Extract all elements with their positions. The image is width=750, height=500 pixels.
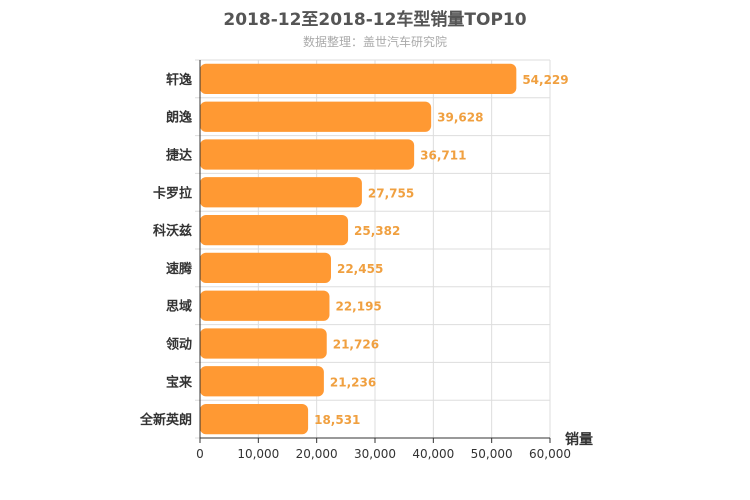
axis-layer: 0 10,000 20,000 30,000 40,000 50,000 60,000 轩逸 5…: [139, 60, 571, 461]
bar-layer: [200, 63, 517, 435]
category-label: 速腾: [166, 261, 193, 277]
category-label: 卡罗拉: [153, 185, 192, 201]
bar: [200, 328, 327, 359]
data-label: 27,755: [368, 186, 414, 200]
x-axis-title: 销量: [565, 431, 593, 448]
category-label: 思域: [166, 299, 192, 315]
x-tick-label: 0: [196, 447, 204, 461]
bar: [200, 101, 432, 132]
category-label: 全新英朗: [139, 412, 192, 428]
data-label: 22,195: [335, 300, 381, 314]
bar: [200, 214, 349, 246]
bar: [200, 366, 324, 397]
bar: [200, 63, 517, 95]
data-label: 21,726: [333, 338, 379, 352]
bar: [200, 290, 330, 321]
chart-title: 2018-12至2018-12车型销量TOP10: [223, 10, 527, 30]
x-tick-label: 10,000: [237, 447, 279, 461]
x-tick-label: 60,000: [529, 447, 571, 461]
category-label: 轩逸: [166, 72, 192, 88]
chart-subtitle: 数据整理：盖世汽车研究院: [302, 35, 447, 49]
x-tick-label: 50,000: [471, 447, 513, 461]
data-label: 21,236: [330, 375, 376, 389]
data-label: 22,455: [337, 262, 383, 276]
data-label: 39,628: [437, 111, 483, 125]
bar: [200, 139, 415, 170]
bar: [200, 403, 309, 435]
category-label: 科沃兹: [153, 223, 192, 239]
data-label: 18,531: [314, 413, 360, 427]
x-tick-label: 40,000: [412, 447, 454, 461]
data-label: 25,382: [354, 224, 400, 238]
x-tick-label: 20,000: [296, 447, 338, 461]
category-label: 领动: [166, 337, 192, 353]
bar: [200, 252, 331, 284]
bar: [200, 177, 362, 208]
data-label: 36,711: [420, 149, 466, 163]
category-label: 捷达: [166, 148, 192, 164]
category-label: 朗逸: [166, 110, 192, 126]
category-label: 宝来: [166, 374, 193, 390]
data-label: 54,229: [522, 73, 568, 87]
x-tick-label: 30,000: [354, 447, 396, 461]
